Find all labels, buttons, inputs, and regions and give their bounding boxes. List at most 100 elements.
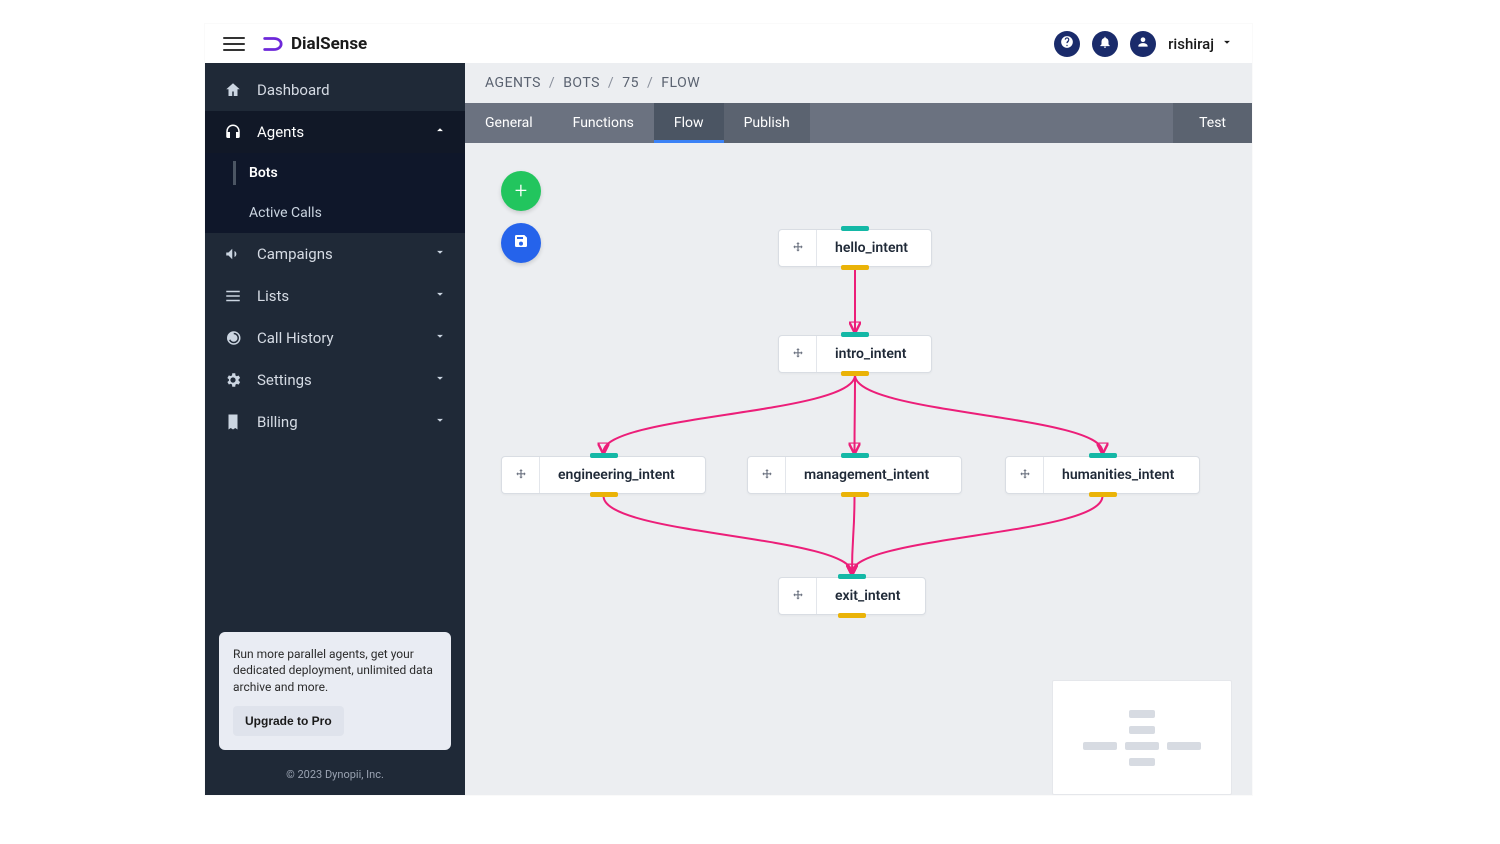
notifications-button[interactable] xyxy=(1092,31,1118,57)
flow-node-hello[interactable]: hello_intent xyxy=(778,229,932,267)
sidebar-item-label: Lists xyxy=(257,287,289,305)
chevron-down-icon xyxy=(433,413,447,431)
brand-name: DialSense xyxy=(291,34,367,54)
user-name[interactable]: rishiraj xyxy=(1168,35,1214,53)
help-button[interactable] xyxy=(1054,31,1080,57)
move-icon[interactable] xyxy=(779,578,817,614)
flow-edge xyxy=(855,375,856,452)
chevron-down-icon xyxy=(433,329,447,347)
brand[interactable]: DialSense xyxy=(261,33,367,55)
minimap[interactable] xyxy=(1052,680,1232,795)
sidebar-item-label: Call History xyxy=(257,329,334,347)
port-out[interactable] xyxy=(590,492,618,497)
tab-test[interactable]: Test xyxy=(1173,103,1252,143)
bell-icon xyxy=(1098,34,1112,53)
list-icon xyxy=(223,286,243,306)
flow-edge xyxy=(604,496,853,573)
chevron-down-icon[interactable] xyxy=(1220,34,1234,53)
sidebar-item-call-history[interactable]: Call History xyxy=(205,317,465,359)
crumb[interactable]: AGENTS xyxy=(485,75,541,91)
add-node-button[interactable]: + xyxy=(501,171,541,211)
menu-toggle-button[interactable] xyxy=(223,33,245,55)
move-icon[interactable] xyxy=(1006,457,1044,493)
sidebar-item-dashboard[interactable]: Dashboard xyxy=(205,69,465,111)
flow-node-label: humanities_intent xyxy=(1044,457,1192,493)
port-in[interactable] xyxy=(841,453,869,458)
sidebar-item-label: Billing xyxy=(257,413,298,431)
move-icon[interactable] xyxy=(502,457,540,493)
crumb[interactable]: BOTS xyxy=(563,75,600,91)
port-out[interactable] xyxy=(841,492,869,497)
copyright: © 2023 Dynopii, Inc. xyxy=(205,758,465,795)
crumb[interactable]: FLOW xyxy=(661,75,700,91)
port-out[interactable] xyxy=(841,265,869,270)
brand-logo-icon xyxy=(261,33,283,55)
tab-functions[interactable]: Functions xyxy=(553,103,654,143)
receipt-icon xyxy=(223,412,243,432)
tabs: General Functions Flow Publish Test xyxy=(465,103,1252,143)
tab-flow[interactable]: Flow xyxy=(654,103,724,143)
home-icon xyxy=(223,80,243,100)
chevron-down-icon xyxy=(433,245,447,263)
sidebar-sub-label: Active Calls xyxy=(249,205,322,221)
flow-node-label: hello_intent xyxy=(817,230,926,266)
flow-node-label: intro_intent xyxy=(817,336,924,372)
flow-node-engineering[interactable]: engineering_intent xyxy=(501,456,706,494)
user-icon xyxy=(1136,34,1150,53)
sidebar-item-agents[interactable]: Agents xyxy=(205,111,465,153)
sidebar-item-campaigns[interactable]: Campaigns xyxy=(205,233,465,275)
flow-node-humanities[interactable]: humanities_intent xyxy=(1005,456,1200,494)
sidebar-sub-bots[interactable]: Bots xyxy=(205,153,465,193)
sidebar-item-label: Campaigns xyxy=(257,245,333,263)
sidebar-item-settings[interactable]: Settings xyxy=(205,359,465,401)
sidebar-item-label: Dashboard xyxy=(257,81,330,99)
chevron-down-icon xyxy=(433,287,447,305)
move-icon[interactable] xyxy=(748,457,786,493)
upgrade-promo-text: Run more parallel agents, get your dedic… xyxy=(233,646,437,696)
sidebar: Dashboard Agents Bots Acti xyxy=(205,63,465,795)
megaphone-icon xyxy=(223,244,243,264)
port-out[interactable] xyxy=(1089,492,1117,497)
sidebar-sub-label: Bots xyxy=(249,165,278,181)
sidebar-sub-active-calls[interactable]: Active Calls xyxy=(205,193,465,233)
chevron-up-icon xyxy=(433,123,447,141)
upgrade-button[interactable]: Upgrade to Pro xyxy=(233,706,344,736)
flow-node-exit[interactable]: exit_intent xyxy=(778,577,926,615)
flow-edge xyxy=(604,375,856,452)
tab-general[interactable]: General xyxy=(465,103,553,143)
sidebar-item-label: Agents xyxy=(257,123,304,141)
account-button[interactable] xyxy=(1130,31,1156,57)
flow-node-label: engineering_intent xyxy=(540,457,693,493)
save-flow-button[interactable] xyxy=(501,223,541,263)
chevron-down-icon xyxy=(433,371,447,389)
sidebar-item-label: Settings xyxy=(257,371,312,389)
history-icon xyxy=(223,328,243,348)
flow-node-intro[interactable]: intro_intent xyxy=(778,335,932,373)
main-pane: AGENTS / BOTS / 75 / FLOW General Functi… xyxy=(465,63,1252,795)
port-in[interactable] xyxy=(841,226,869,231)
port-out[interactable] xyxy=(838,613,866,618)
port-in[interactable] xyxy=(841,332,869,337)
sidebar-item-billing[interactable]: Billing xyxy=(205,401,465,443)
sidebar-item-lists[interactable]: Lists xyxy=(205,275,465,317)
move-icon[interactable] xyxy=(779,230,817,266)
port-in[interactable] xyxy=(590,453,618,458)
headset-icon xyxy=(223,122,243,142)
flow-edge xyxy=(855,375,1103,452)
breadcrumb: AGENTS / BOTS / 75 / FLOW xyxy=(465,63,1252,103)
flow-edge xyxy=(852,496,1103,573)
move-icon[interactable] xyxy=(779,336,817,372)
tab-publish[interactable]: Publish xyxy=(724,103,810,143)
port-in[interactable] xyxy=(838,574,866,579)
flow-node-management[interactable]: management_intent xyxy=(747,456,962,494)
flow-node-label: exit_intent xyxy=(817,578,918,614)
sidebar-sub-agents: Bots Active Calls xyxy=(205,153,465,233)
crumb[interactable]: 75 xyxy=(622,75,639,91)
port-out[interactable] xyxy=(841,371,869,376)
flow-canvas[interactable]: + xyxy=(465,143,1252,795)
help-icon xyxy=(1060,34,1074,53)
topbar: DialSense rishiraj xyxy=(205,24,1252,63)
port-in[interactable] xyxy=(1089,453,1117,458)
settings-icon xyxy=(223,370,243,390)
flow-node-label: management_intent xyxy=(786,457,947,493)
